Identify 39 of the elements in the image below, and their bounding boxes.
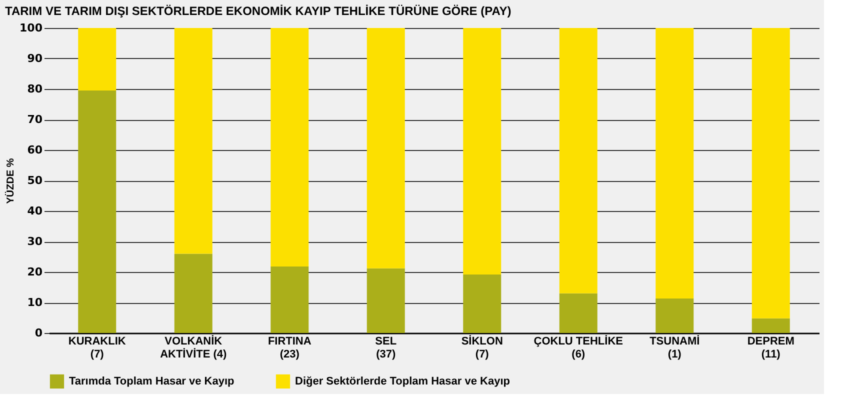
bar [270, 28, 309, 267]
bar [174, 28, 212, 254]
bar [270, 266, 309, 333]
legend-label: Diğer Sektörlerde Toplam Hasar ve Kayıp [295, 375, 510, 388]
y-tick-label: 40 [27, 204, 43, 218]
chart-title: TARIM VE TARIM DIŞI SEKTÖRLERDE EKONOMİK KAYIP TEHLİKE TÜRÜNE GÖRE (PAY) [5, 4, 512, 18]
x-tick-label: SİKLON (7) [461, 334, 503, 360]
bar [78, 90, 116, 333]
x-tick-label: FIRTINA (23) [268, 336, 312, 360]
x-tick-label: DEPREM (11) [747, 336, 794, 360]
y-tick-label: 100 [20, 22, 43, 34]
bar [559, 293, 598, 333]
bar [656, 298, 694, 333]
bar [656, 28, 694, 299]
bar [174, 254, 212, 333]
bar [366, 268, 405, 333]
legend-label: Tarımda Toplam Hasar ve Kayıp [69, 375, 235, 388]
y-tick-label: 60 [27, 144, 43, 156]
y-tick-label: 90 [27, 52, 43, 65]
bar [559, 28, 598, 294]
y-tick-label: 30 [27, 235, 43, 248]
y-tick-label: 50 [27, 174, 43, 187]
x-tick-label: SEL (37) [375, 336, 397, 360]
bar [463, 274, 502, 333]
y-tick-label: 0 [34, 326, 43, 340]
x-tick-label: VOLKANİK AKTİVİTE (4) [160, 334, 228, 360]
y-axis-title: YÜZDE % [4, 158, 17, 204]
y-tick-label: 80 [27, 82, 43, 96]
bar [752, 28, 790, 318]
y-tick-label: 70 [27, 113, 43, 126]
bar [78, 28, 116, 91]
bar [366, 28, 405, 268]
bar [463, 28, 502, 274]
y-tick-label: 10 [27, 296, 43, 309]
y-tick-label: 20 [27, 266, 43, 278]
bar [752, 318, 790, 333]
x-tick-label: KURAKLIK (7) [68, 336, 126, 360]
x-tick-label: TSUNAMİ (1) [650, 334, 700, 360]
x-tick-label: ÇOKLU TEHLİKE (6) [534, 334, 623, 360]
